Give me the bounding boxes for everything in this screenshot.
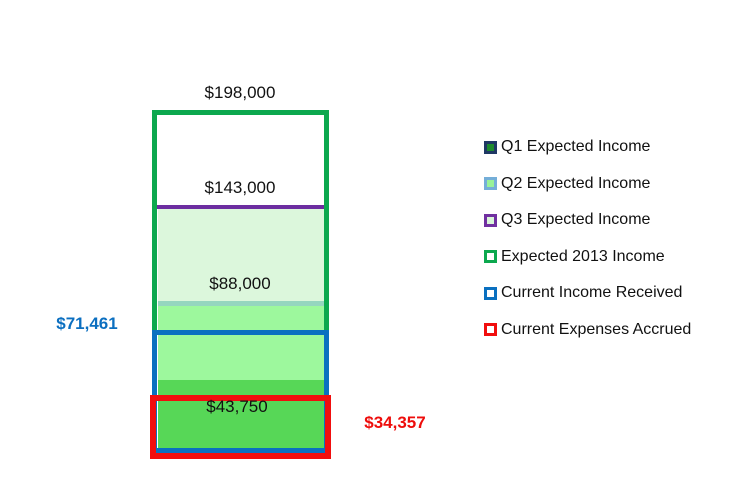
legend-label: Q2 Expected Income	[501, 174, 651, 192]
q1-expected-income-segment	[158, 380, 324, 453]
legend-label: Current Expenses Accrued	[501, 320, 692, 338]
q2-cumulative-label: $88,000	[209, 274, 271, 293]
legend-swatch-icon	[484, 250, 497, 264]
q3-expected-income-segment	[158, 209, 324, 301]
legend-swatch-icon	[484, 140, 497, 154]
current-income-received-label: $71,461	[56, 314, 118, 333]
legend-item-4: Current Income Received	[484, 275, 691, 312]
legend-swatch-icon	[484, 177, 497, 191]
legend-item-2: Q3 Expected Income	[484, 202, 691, 239]
q1-cumulative-label: $43,750	[206, 397, 268, 416]
current-income-received-box	[152, 330, 329, 453]
q2-expected-income-segment	[158, 306, 324, 380]
legend-item-3: Expected 2013 Income	[484, 239, 691, 276]
legend-label: Expected 2013 Income	[501, 247, 665, 265]
legend-swatch-icon	[484, 286, 497, 300]
current-expenses-accrued-box	[150, 395, 331, 459]
total-expected-income-label: $198,000	[204, 83, 276, 102]
legend-item-1: Q2 Expected Income	[484, 166, 691, 203]
q2-segment-top-border	[158, 301, 324, 306]
current-expenses-accrued-label: $34,357	[364, 413, 426, 432]
q3-cumulative-label: $143,000	[204, 178, 276, 197]
legend-swatch-icon	[484, 213, 497, 227]
legend-label: Q1 Expected Income	[501, 138, 651, 156]
legend-item-0: Q1 Expected Income	[484, 129, 691, 166]
q3-segment-top-border	[157, 205, 324, 209]
legend-swatch-icon	[484, 323, 497, 337]
legend-item-5: Current Expenses Accrued	[484, 312, 691, 349]
legend-label: Q3 Expected Income	[501, 211, 651, 229]
legend-label: Current Income Received	[501, 284, 683, 302]
legend: Q1 Expected Income Q2 Expected Income Q3 E…	[484, 129, 691, 348]
